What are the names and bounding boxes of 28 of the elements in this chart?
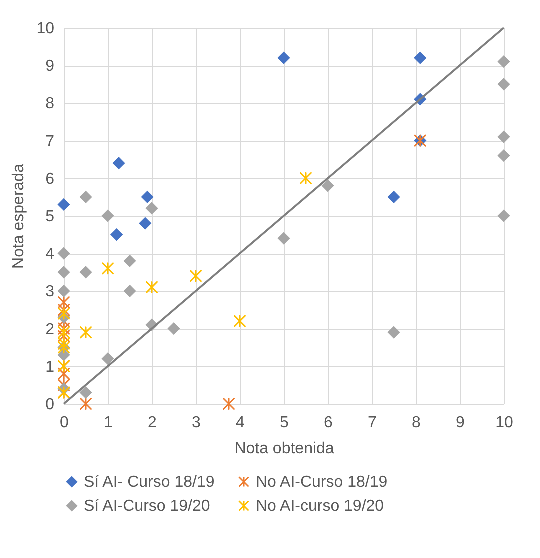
y-tick-label: 3 [46, 284, 55, 301]
y-tick-label: 4 [46, 246, 55, 264]
x-tick-label: 0 [60, 414, 70, 432]
y-tick-label: 10 [36, 20, 55, 38]
x-tick-label: 5 [280, 414, 290, 432]
x-tick-label: 7 [368, 414, 378, 432]
x-tick-label: 1 [104, 414, 114, 432]
y-tick-label: 5 [46, 208, 55, 226]
y-tick-label: 6 [46, 170, 55, 188]
y-tick-label: 2 [46, 321, 55, 338]
legend-label: No AI-Curso 18/19 [256, 474, 388, 491]
legend-label: No AI-curso 19/20 [256, 498, 384, 515]
x-tick-label: 8 [412, 414, 422, 432]
y-tick-label: 8 [46, 96, 55, 113]
y-axis-title: Nota esperada [10, 164, 28, 269]
y-tick-label: 0 [46, 396, 55, 414]
x-axis-title: Nota obtenida [234, 440, 334, 458]
legend-label: Sí AI- Curso 18/19 [84, 474, 215, 491]
x-tick-label: 6 [324, 414, 334, 432]
x-tick-label: 2 [148, 414, 158, 432]
x-tick-label: 3 [192, 414, 202, 432]
y-tick-label: 7 [46, 133, 55, 150]
x-tick-label: 10 [496, 414, 514, 432]
legend-label: Sí AI-Curso 19/20 [84, 498, 210, 515]
x-tick-label: 9 [456, 414, 466, 432]
x-tick-label: 4 [236, 414, 246, 432]
y-tick-label: 9 [46, 58, 55, 76]
y-tick-label: 1 [46, 358, 55, 376]
